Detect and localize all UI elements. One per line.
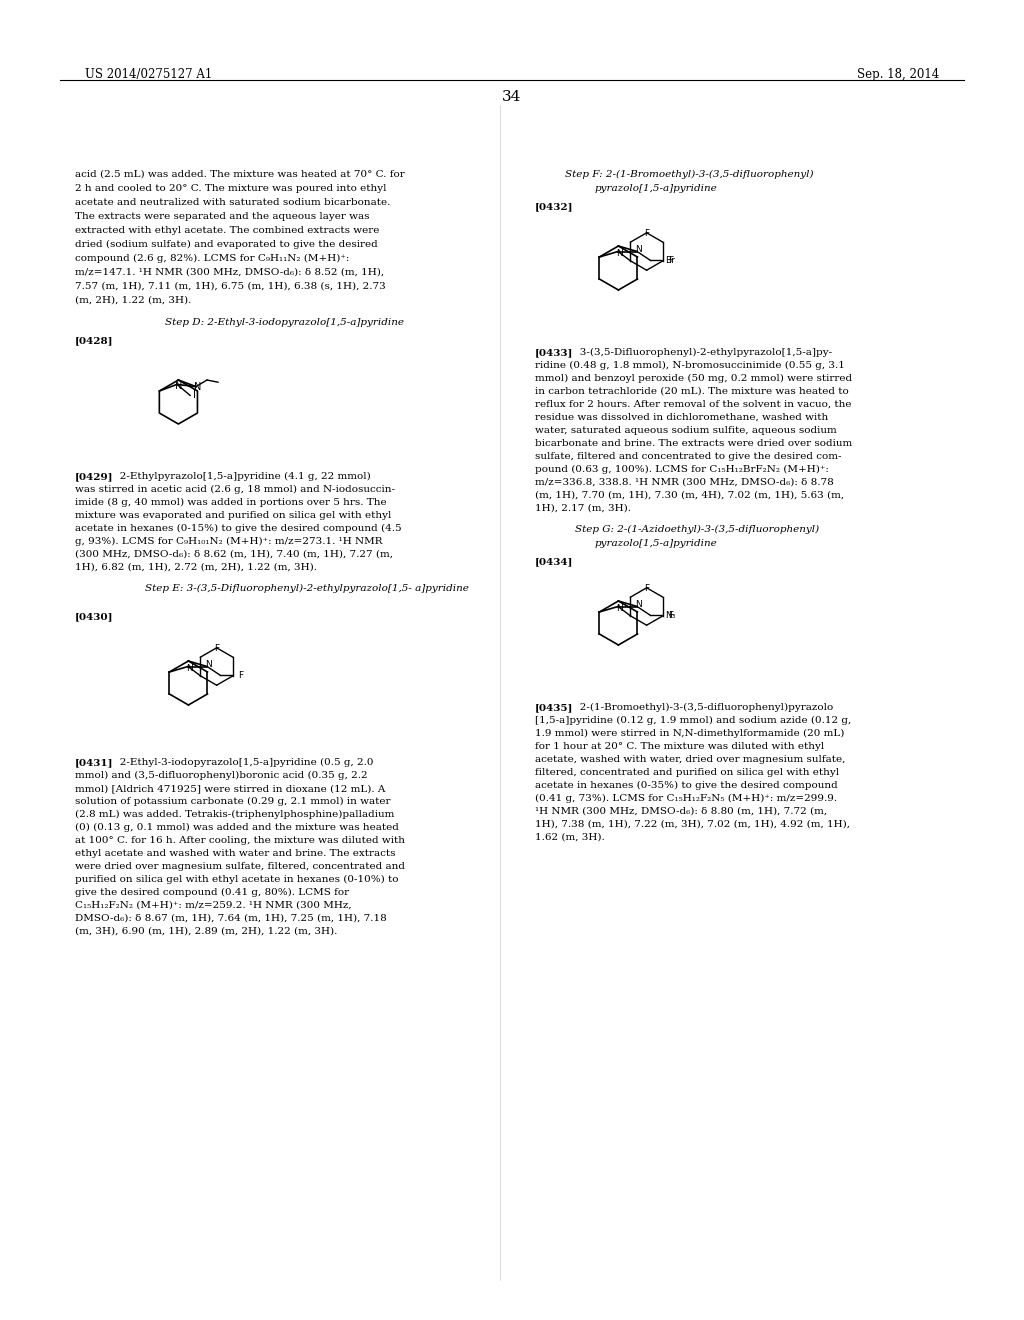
Text: [0429]: [0429]: [75, 473, 114, 480]
Text: Step F: 2-(1-Bromoethyl)-3-(3,5-difluorophenyl): Step F: 2-(1-Bromoethyl)-3-(3,5-difluoro…: [565, 170, 813, 180]
Text: Sep. 18, 2014: Sep. 18, 2014: [857, 69, 939, 81]
Text: 34: 34: [503, 90, 521, 104]
Text: [0428]: [0428]: [75, 337, 114, 345]
Text: N₃: N₃: [666, 611, 676, 620]
Text: solution of potassium carbonate (0.29 g, 2.1 mmol) in water: solution of potassium carbonate (0.29 g,…: [75, 797, 390, 807]
Text: [0431]: [0431]: [75, 758, 114, 767]
Text: mmol) and (3,5-difluorophenyl)boronic acid (0.35 g, 2.2: mmol) and (3,5-difluorophenyl)boronic ac…: [75, 771, 368, 780]
Text: imide (8 g, 40 mmol) was added in portions over 5 hrs. The: imide (8 g, 40 mmol) was added in portio…: [75, 498, 387, 507]
Text: N: N: [185, 664, 193, 673]
Text: 1H), 6.82 (m, 1H), 2.72 (m, 2H), 1.22 (m, 3H).: 1H), 6.82 (m, 1H), 2.72 (m, 2H), 1.22 (m…: [75, 564, 317, 572]
Text: Step G: 2-(1-Azidoethyl)-3-(3,5-difluorophenyl): Step G: 2-(1-Azidoethyl)-3-(3,5-difluoro…: [575, 525, 819, 535]
Text: 2-(1-Bromoethyl)-3-(3,5-difluorophenyl)pyrazolo: 2-(1-Bromoethyl)-3-(3,5-difluorophenyl)p…: [570, 704, 834, 711]
Text: 2 h and cooled to 20° C. The mixture was poured into ethyl: 2 h and cooled to 20° C. The mixture was…: [75, 183, 386, 193]
Text: C₁₅H₁₂F₂N₂ (M+H)⁺: m/z=259.2. ¹H NMR (300 MHz,: C₁₅H₁₂F₂N₂ (M+H)⁺: m/z=259.2. ¹H NMR (30…: [75, 902, 351, 909]
Text: water, saturated aqueous sodium sulfite, aqueous sodium: water, saturated aqueous sodium sulfite,…: [535, 426, 837, 436]
Text: N: N: [205, 660, 212, 669]
Text: in carbon tetrachloride (20 mL). The mixture was heated to: in carbon tetrachloride (20 mL). The mix…: [535, 387, 849, 396]
Text: dried (sodium sulfate) and evaporated to give the desired: dried (sodium sulfate) and evaporated to…: [75, 240, 378, 249]
Text: ridine (0.48 g, 1.8 mmol), N-bromosuccinimide (0.55 g, 3.1: ridine (0.48 g, 1.8 mmol), N-bromosuccin…: [535, 360, 845, 370]
Text: F: F: [668, 256, 673, 265]
Text: acid (2.5 mL) was added. The mixture was heated at 70° C. for: acid (2.5 mL) was added. The mixture was…: [75, 170, 404, 180]
Text: give the desired compound (0.41 g, 80%). LCMS for: give the desired compound (0.41 g, 80%).…: [75, 888, 349, 898]
Text: N: N: [635, 601, 641, 609]
Text: acetate and neutralized with saturated sodium bicarbonate.: acetate and neutralized with saturated s…: [75, 198, 390, 207]
Text: ethyl acetate and washed with water and brine. The extracts: ethyl acetate and washed with water and …: [75, 849, 395, 858]
Text: [0435]: [0435]: [535, 704, 573, 711]
Text: residue was dissolved in dichloromethane, washed with: residue was dissolved in dichloromethane…: [535, 413, 828, 422]
Text: acetate, washed with water, dried over magnesium sulfate,: acetate, washed with water, dried over m…: [535, 755, 846, 764]
Text: reflux for 2 hours. After removal of the solvent in vacuo, the: reflux for 2 hours. After removal of the…: [535, 400, 852, 409]
Text: at 100° C. for 16 h. After cooling, the mixture was diluted with: at 100° C. for 16 h. After cooling, the …: [75, 836, 406, 845]
Text: bicarbonate and brine. The extracts were dried over sodium: bicarbonate and brine. The extracts were…: [535, 440, 852, 447]
Text: F: F: [214, 644, 219, 653]
Text: ¹H NMR (300 MHz, DMSO-d₆): δ 8.80 (m, 1H), 7.72 (m,: ¹H NMR (300 MHz, DMSO-d₆): δ 8.80 (m, 1H…: [535, 807, 827, 816]
Text: Step D: 2-Ethyl-3-iodopyrazolo[1,5-a]pyridine: Step D: 2-Ethyl-3-iodopyrazolo[1,5-a]pyr…: [165, 318, 404, 327]
Text: pyrazolo[1,5-a]pyridine: pyrazolo[1,5-a]pyridine: [595, 183, 718, 193]
Text: mmol) [Aldrich 471925] were stirred in dioxane (12 mL). A: mmol) [Aldrich 471925] were stirred in d…: [75, 784, 385, 793]
Text: m/z=336.8, 338.8. ¹H NMR (300 MHz, DMSO-d₆): δ 8.78: m/z=336.8, 338.8. ¹H NMR (300 MHz, DMSO-…: [535, 478, 834, 487]
Text: [0430]: [0430]: [75, 612, 114, 620]
Text: [1,5-a]pyridine (0.12 g, 1.9 mmol) and sodium azide (0.12 g,: [1,5-a]pyridine (0.12 g, 1.9 mmol) and s…: [535, 715, 851, 725]
Text: (0) (0.13 g, 0.1 mmol) was added and the mixture was heated: (0) (0.13 g, 0.1 mmol) was added and the…: [75, 822, 399, 832]
Text: F: F: [644, 228, 649, 238]
Text: 3-(3,5-Difluorophenyl)-2-ethylpyrazolo[1,5-a]py-: 3-(3,5-Difluorophenyl)-2-ethylpyrazolo[1…: [570, 348, 833, 358]
Text: pound (0.63 g, 100%). LCMS for C₁₅H₁₂BrF₂N₂ (M+H)⁺:: pound (0.63 g, 100%). LCMS for C₁₅H₁₂BrF…: [535, 465, 828, 474]
Text: 1.9 mmol) were stirred in N,N-dimethylformamide (20 mL): 1.9 mmol) were stirred in N,N-dimethylfo…: [535, 729, 845, 738]
Text: (2.8 mL) was added. Tetrakis-(triphenylphosphine)palladium: (2.8 mL) was added. Tetrakis-(triphenylp…: [75, 810, 394, 820]
Text: N: N: [635, 246, 641, 253]
Text: 1.62 (m, 3H).: 1.62 (m, 3H).: [535, 833, 605, 842]
Text: [0432]: [0432]: [535, 202, 573, 211]
Text: pyrazolo[1,5-a]pyridine: pyrazolo[1,5-a]pyridine: [595, 539, 718, 548]
Text: acetate in hexanes (0-15%) to give the desired compound (4.5: acetate in hexanes (0-15%) to give the d…: [75, 524, 401, 533]
Text: 1H), 2.17 (m, 3H).: 1H), 2.17 (m, 3H).: [535, 504, 631, 513]
Text: for 1 hour at 20° C. The mixture was diluted with ethyl: for 1 hour at 20° C. The mixture was dil…: [535, 742, 824, 751]
Text: Step E: 3-(3,5-Difluorophenyl)-2-ethylpyrazolo[1,5- a]pyridine: Step E: 3-(3,5-Difluorophenyl)-2-ethylpy…: [145, 583, 469, 593]
Text: compound (2.6 g, 82%). LCMS for C₉H₁₁N₂ (M+H)⁺:: compound (2.6 g, 82%). LCMS for C₉H₁₁N₂ …: [75, 253, 349, 263]
Text: m/z=147.1. ¹H NMR (300 MHz, DMSO-d₆): δ 8.52 (m, 1H),: m/z=147.1. ¹H NMR (300 MHz, DMSO-d₆): δ …: [75, 268, 384, 277]
Text: acetate in hexanes (0-35%) to give the desired compound: acetate in hexanes (0-35%) to give the d…: [535, 781, 838, 791]
Text: (m, 1H), 7.70 (m, 1H), 7.30 (m, 4H), 7.02 (m, 1H), 5.63 (m,: (m, 1H), 7.70 (m, 1H), 7.30 (m, 4H), 7.0…: [535, 491, 844, 500]
Text: mmol) and benzoyl peroxide (50 mg, 0.2 mmol) were stirred: mmol) and benzoyl peroxide (50 mg, 0.2 m…: [535, 374, 852, 383]
Text: N: N: [615, 605, 623, 612]
Text: were dried over magnesium sulfate, filtered, concentrated and: were dried over magnesium sulfate, filte…: [75, 862, 406, 871]
Text: DMSO-d₆): δ 8.67 (m, 1H), 7.64 (m, 1H), 7.25 (m, 1H), 7.18: DMSO-d₆): δ 8.67 (m, 1H), 7.64 (m, 1H), …: [75, 913, 387, 923]
Text: F: F: [644, 583, 649, 593]
Text: (300 MHz, DMSO-d₆): δ 8.62 (m, 1H), 7.40 (m, 1H), 7.27 (m,: (300 MHz, DMSO-d₆): δ 8.62 (m, 1H), 7.40…: [75, 550, 393, 558]
Text: F: F: [668, 611, 673, 620]
Text: US 2014/0275127 A1: US 2014/0275127 A1: [85, 69, 212, 81]
Text: (0.41 g, 73%). LCMS for C₁₅H₁₂F₂N₅ (M+H)⁺: m/z=299.9.: (0.41 g, 73%). LCMS for C₁₅H₁₂F₂N₅ (M+H)…: [535, 795, 838, 803]
Text: 1H), 7.38 (m, 1H), 7.22 (m, 3H), 7.02 (m, 1H), 4.92 (m, 1H),: 1H), 7.38 (m, 1H), 7.22 (m, 3H), 7.02 (m…: [535, 820, 850, 829]
Text: F: F: [238, 672, 243, 680]
Text: sulfate, filtered and concentrated to give the desired com-: sulfate, filtered and concentrated to gi…: [535, 451, 842, 461]
Text: was stirred in acetic acid (2.6 g, 18 mmol) and N-iodosuccin-: was stirred in acetic acid (2.6 g, 18 mm…: [75, 484, 395, 494]
Text: [0433]: [0433]: [535, 348, 573, 356]
Text: I: I: [194, 391, 197, 400]
Text: N: N: [175, 381, 182, 392]
Text: g, 93%). LCMS for C₉H₁₀₁N₂ (M+H)⁺: m/z=273.1. ¹H NMR: g, 93%). LCMS for C₉H₁₀₁N₂ (M+H)⁺: m/z=2…: [75, 537, 383, 546]
Text: filtered, concentrated and purified on silica gel with ethyl: filtered, concentrated and purified on s…: [535, 768, 839, 777]
Text: N: N: [615, 249, 623, 257]
Text: mixture was evaporated and purified on silica gel with ethyl: mixture was evaporated and purified on s…: [75, 511, 391, 520]
Text: (m, 3H), 6.90 (m, 1H), 2.89 (m, 2H), 1.22 (m, 3H).: (m, 3H), 6.90 (m, 1H), 2.89 (m, 2H), 1.2…: [75, 927, 337, 936]
Text: 7.57 (m, 1H), 7.11 (m, 1H), 6.75 (m, 1H), 6.38 (s, 1H), 2.73: 7.57 (m, 1H), 7.11 (m, 1H), 6.75 (m, 1H)…: [75, 282, 386, 290]
Text: (m, 2H), 1.22 (m, 3H).: (m, 2H), 1.22 (m, 3H).: [75, 296, 191, 305]
Text: 2-Ethyl-3-iodopyrazolo[1,5-a]pyridine (0.5 g, 2.0: 2-Ethyl-3-iodopyrazolo[1,5-a]pyridine (0…: [110, 758, 374, 767]
Text: The extracts were separated and the aqueous layer was: The extracts were separated and the aque…: [75, 213, 370, 220]
Text: N: N: [195, 381, 202, 392]
Text: extracted with ethyl acetate. The combined extracts were: extracted with ethyl acetate. The combin…: [75, 226, 379, 235]
Text: Br: Br: [666, 256, 675, 265]
Text: [0434]: [0434]: [535, 557, 573, 566]
Text: 2-Ethylpyrazolo[1,5-a]pyridine (4.1 g, 22 mmol): 2-Ethylpyrazolo[1,5-a]pyridine (4.1 g, 2…: [110, 473, 371, 480]
Text: purified on silica gel with ethyl acetate in hexanes (0-10%) to: purified on silica gel with ethyl acetat…: [75, 875, 398, 884]
